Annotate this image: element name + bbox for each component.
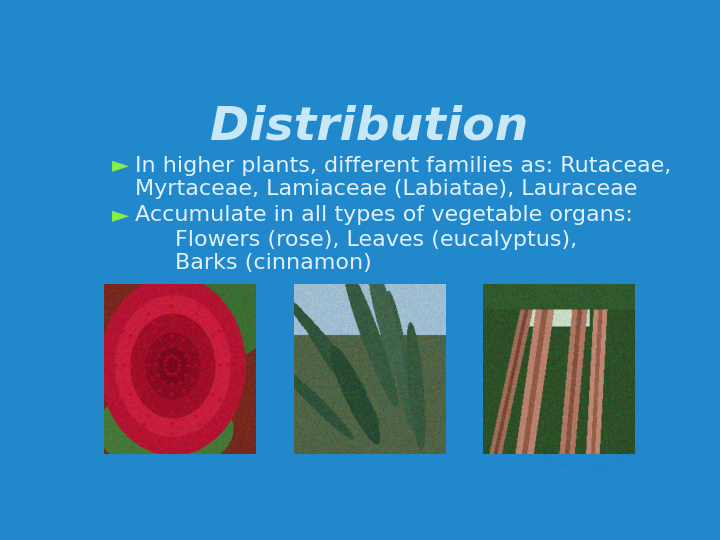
Text: In higher plants, different families as: Rutaceae,: In higher plants, different families as:… [135,156,671,176]
Text: Flowers (rose), Leaves (eucalyptus),: Flowers (rose), Leaves (eucalyptus), [175,230,577,249]
Text: Distribution: Distribution [210,105,528,150]
Text: Accumulate in all types of vegetable organs:: Accumulate in all types of vegetable org… [135,205,633,225]
Text: Barks (cinnamon): Barks (cinnamon) [175,253,372,273]
Text: Myrtaceae, Lamiaceae (Labiatae), Lauraceae: Myrtaceae, Lamiaceae (Labiatae), Laurace… [135,179,637,199]
Text: ►: ► [112,205,129,225]
Text: ►: ► [112,156,129,176]
